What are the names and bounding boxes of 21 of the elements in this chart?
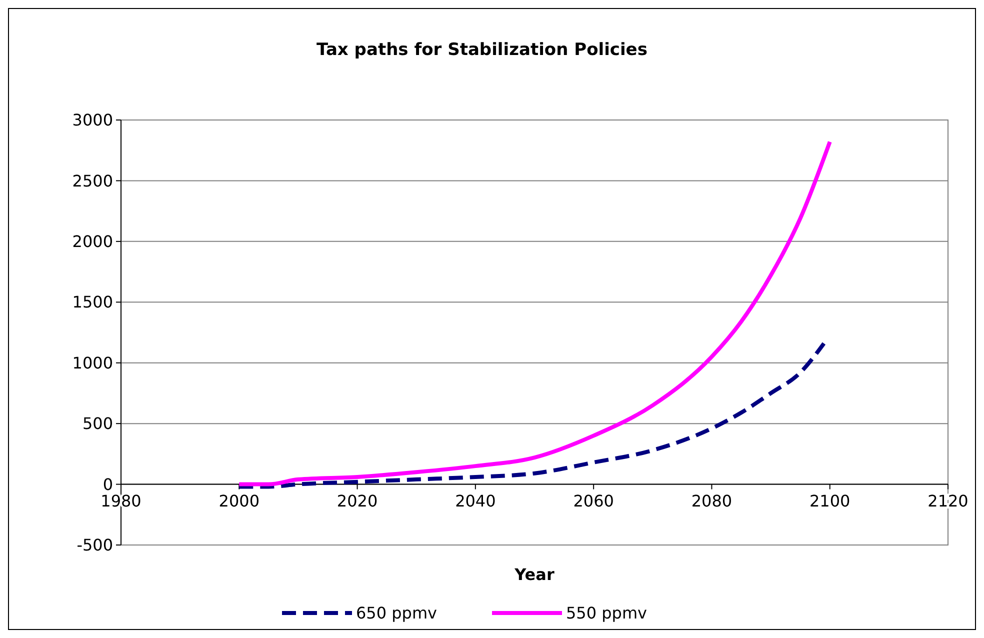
x-tick-label: 2020: [336, 491, 378, 510]
y-tick-label: 0: [102, 474, 113, 494]
y-tick-label: 1000: [72, 353, 113, 372]
y-tick-label: 3000: [72, 110, 113, 130]
x-tick-label: 2080: [691, 491, 732, 510]
x-axis-title: Year: [514, 565, 554, 584]
legend-label: 650 ppmv: [356, 604, 437, 623]
chart-title: Tax paths for Stabilization Policies: [316, 40, 648, 60]
line-series: [237, 341, 826, 489]
legend-label: 550 ppmv: [566, 604, 647, 623]
x-tick-label: 2100: [810, 491, 850, 510]
x-tick-label: 2120: [928, 491, 968, 510]
y-tick-label: -500: [76, 536, 113, 555]
x-tick-label: 2000: [218, 491, 260, 510]
line-series: [237, 140, 832, 486]
y-tick-label: 500: [82, 414, 113, 434]
y-tick-label: 2500: [72, 171, 113, 190]
y-tick-label: 1500: [72, 292, 113, 312]
x-tick-label: 2060: [573, 491, 614, 510]
x-tick-label: 2040: [455, 491, 496, 510]
y-tick-label: 2000: [72, 232, 113, 252]
